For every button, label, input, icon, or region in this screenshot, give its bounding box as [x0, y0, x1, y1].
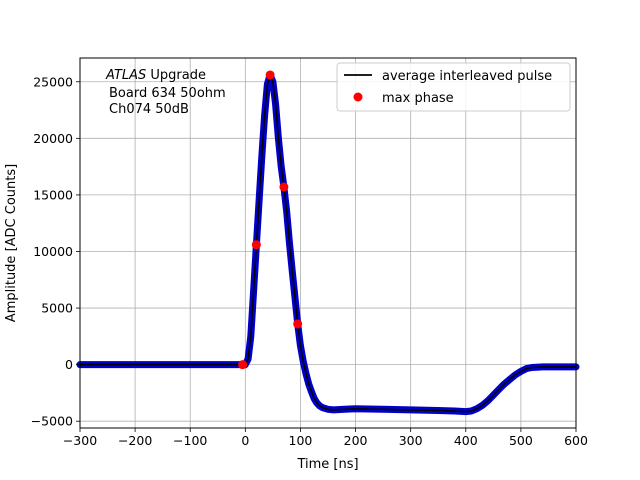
y-tick-label: 10000: [33, 244, 73, 259]
axis-ticks: −300 −200 −100 0 100 200 300 400 500 600 −5000 0 500…: [31, 74, 588, 448]
x-tick-label: 200: [344, 433, 368, 448]
x-tick-label: 500: [509, 433, 533, 448]
annotation-channel-label: Ch074 50dB: [109, 102, 189, 117]
y-tick-label: 15000: [33, 187, 73, 202]
x-tick-label: 100: [289, 433, 313, 448]
x-tick-label: −300: [63, 433, 97, 448]
x-tick-label: 400: [454, 433, 478, 448]
max-phase-point: [238, 360, 248, 370]
annotation-board-label: Board 634 50ohm: [109, 86, 226, 101]
svg-text:ATLAS Upgrade: ATLAS Upgrade: [105, 68, 206, 83]
plot-area: [76, 70, 580, 416]
max-phase-point: [251, 240, 261, 250]
legend: average interleaved pulse max phase: [336, 62, 571, 112]
x-tick-label: −100: [173, 433, 207, 448]
legend-label-max-phase: max phase: [382, 91, 454, 106]
y-axis-title: Amplitude [ADC Counts]: [4, 164, 19, 322]
annotation-atlas-label: ATLAS: [105, 68, 146, 83]
y-tick-label: 20000: [33, 131, 73, 146]
legend-box: [336, 62, 571, 112]
max-phase-point: [293, 319, 303, 329]
y-tick-label: −5000: [31, 414, 73, 429]
y-tick-label: 25000: [33, 74, 73, 89]
y-tick-label: 5000: [41, 301, 73, 316]
legend-marker-swatch: [353, 92, 363, 102]
x-tick-label: −200: [118, 433, 152, 448]
x-tick-label: 300: [399, 433, 423, 448]
atlas-annotation: ATLAS Upgrade Board 634 50ohm Ch074 50dB: [105, 68, 226, 117]
x-tick-label: 600: [564, 433, 588, 448]
max-phase-point: [265, 70, 275, 80]
average-pulse-line: [80, 74, 576, 413]
axes-frame: [79, 57, 577, 429]
x-axis-title: Time [ns]: [296, 457, 358, 472]
annotation-upgrade-label: Upgrade: [146, 68, 206, 83]
x-tick-label: 0: [241, 433, 249, 448]
y-tick-label: 0: [65, 357, 73, 372]
legend-label-average-pulse: average interleaved pulse: [382, 69, 552, 84]
max-phase-point: [279, 182, 289, 192]
